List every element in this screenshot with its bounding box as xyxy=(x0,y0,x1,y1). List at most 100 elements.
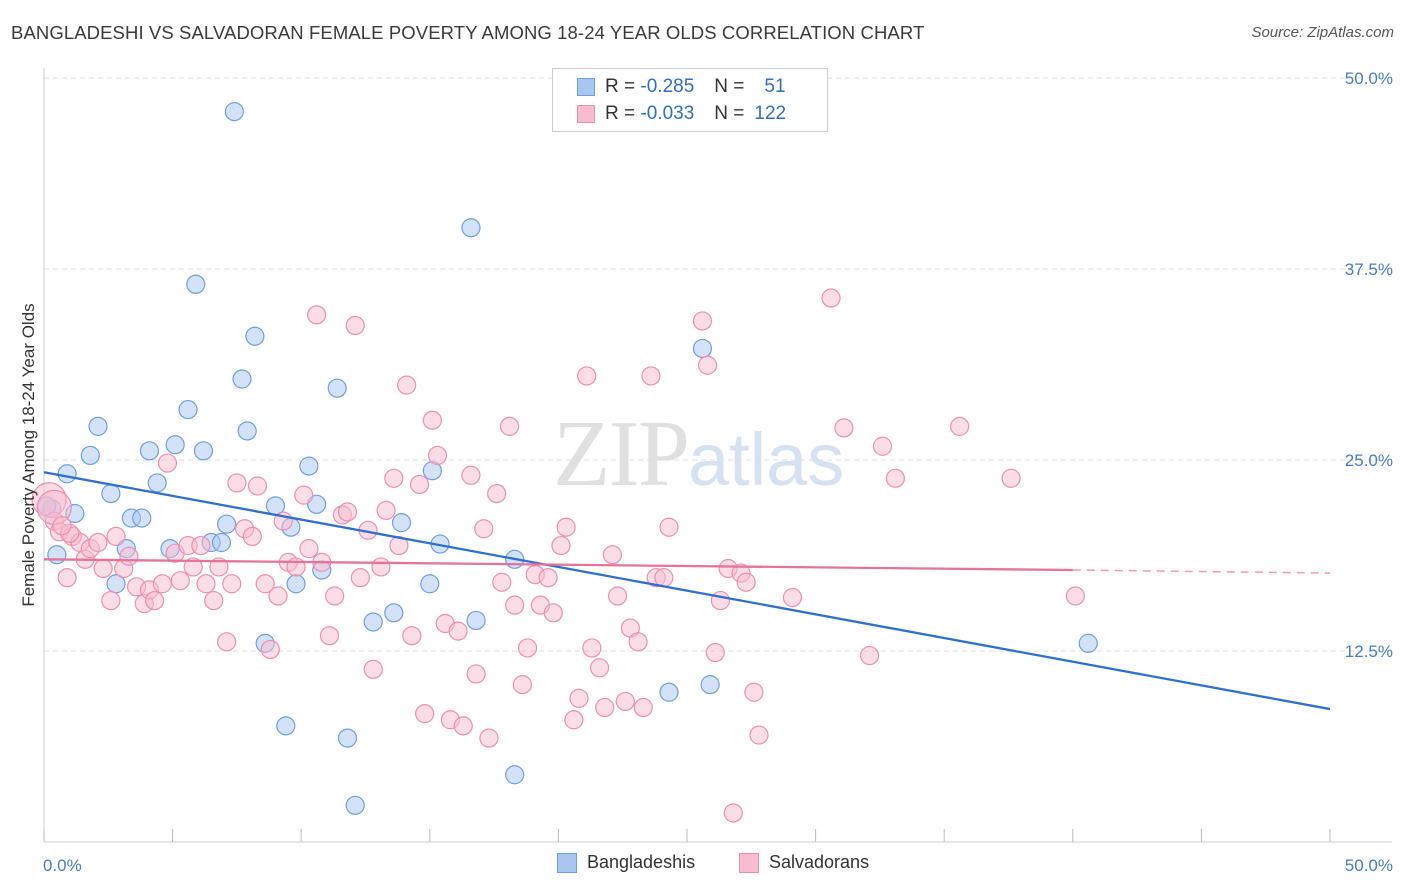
point-salvadorans xyxy=(479,728,499,748)
point-salvadorans xyxy=(487,484,507,504)
point-salvadorans xyxy=(337,502,358,522)
point-salvadorans xyxy=(204,590,224,611)
point-salvadorans xyxy=(749,725,769,745)
point-salvadorans xyxy=(52,516,72,536)
point-bangladeshis xyxy=(363,612,383,632)
point-salvadorans xyxy=(950,416,970,436)
legend-n-value: 122 xyxy=(754,103,787,124)
point-bangladeshis xyxy=(88,416,108,436)
point-bangladeshis xyxy=(391,513,412,533)
point-salvadorans xyxy=(885,468,905,488)
point-salvadorans xyxy=(260,639,280,660)
point-salvadorans xyxy=(88,532,108,553)
x-tick-label-min: 0.0% xyxy=(43,856,82,875)
point-salvadorans xyxy=(152,574,172,594)
point-salvadorans xyxy=(453,716,473,736)
point-bangladeshis xyxy=(132,508,152,528)
point-bangladeshis xyxy=(286,574,306,594)
point-salvadorans xyxy=(538,568,558,588)
legend-n-label: N = xyxy=(714,103,745,124)
point-salvadorans xyxy=(569,688,589,708)
trend-line-extension-salvadorans xyxy=(1072,569,1331,574)
point-bangladeshis xyxy=(224,102,244,122)
point-salvadorans xyxy=(641,366,661,386)
y-tick-label: 25.0% xyxy=(1345,451,1393,470)
point-bangladeshis xyxy=(659,682,679,702)
point-salvadorans xyxy=(325,586,345,606)
point-salvadorans xyxy=(821,288,841,308)
gridlines xyxy=(44,77,1392,652)
point-bangladeshis xyxy=(211,532,232,553)
point-salvadorans xyxy=(705,642,725,663)
point-salvadorans xyxy=(409,474,430,495)
point-salvadorans xyxy=(93,558,113,579)
point-salvadorans xyxy=(422,410,442,430)
point-salvadorans xyxy=(217,632,237,652)
point-salvadorans xyxy=(427,445,448,466)
x-tick-label-max: 50.0% xyxy=(1345,856,1393,875)
point-bangladeshis xyxy=(384,603,404,623)
trend-line-salvadorans xyxy=(43,558,1073,572)
point-bangladeshis xyxy=(178,399,198,420)
point-salvadorans xyxy=(834,418,854,438)
point-salvadorans xyxy=(461,465,481,485)
point-salvadorans xyxy=(872,436,893,456)
point-salvadorans xyxy=(191,535,211,556)
point-bangladeshis xyxy=(101,484,121,504)
point-salvadorans xyxy=(723,803,743,823)
point-bangladeshis xyxy=(1078,633,1098,653)
point-salvadorans xyxy=(1001,468,1021,488)
bottom-legend-swatch-bangladeshis xyxy=(557,852,577,873)
point-salvadorans xyxy=(744,682,764,702)
point-bangladeshis xyxy=(165,435,185,455)
point-bangladeshis xyxy=(139,441,160,461)
point-salvadorans xyxy=(628,632,648,652)
bottom-legend-swatch-salvadorans xyxy=(739,852,759,873)
bottom-legend-salvadorans: Salvadorans xyxy=(739,852,869,873)
data-points xyxy=(31,102,1098,823)
y-tick-label: 37.5% xyxy=(1345,260,1393,279)
point-salvadorans xyxy=(448,621,468,641)
point-salvadorans xyxy=(101,590,121,611)
point-salvadorans xyxy=(577,366,597,386)
legend-r-label: R = xyxy=(605,76,636,97)
bottom-legend-label-bangladeshis: Bangladeshis xyxy=(587,852,696,872)
point-salvadorans xyxy=(697,355,718,375)
point-salvadorans xyxy=(119,546,139,566)
bottom-legend-bangladeshis: Bangladeshis xyxy=(557,852,695,873)
point-salvadorans xyxy=(294,485,314,505)
point-salvadorans xyxy=(710,590,731,611)
point-bangladeshis xyxy=(420,574,440,594)
point-salvadorans xyxy=(543,603,563,623)
point-salvadorans xyxy=(659,517,679,537)
point-salvadorans xyxy=(517,638,538,658)
y-tick-labels: 12.5% 25.0% 37.5% 50.0% xyxy=(1345,69,1393,661)
point-bangladeshis xyxy=(80,445,100,466)
point-salvadorans xyxy=(860,645,880,666)
point-salvadorans xyxy=(474,519,494,539)
point-bangladeshis xyxy=(47,545,67,565)
point-salvadorans xyxy=(255,574,275,594)
bottom-legend-label-salvadorans: Salvadorans xyxy=(769,852,870,872)
point-salvadorans xyxy=(319,626,340,646)
point-salvadorans xyxy=(607,586,628,606)
trend-line-bangladeshis xyxy=(43,471,1331,711)
point-salvadorans xyxy=(307,305,327,325)
legend-r-value: -0.033 xyxy=(640,103,695,124)
point-salvadorans xyxy=(299,539,319,559)
point-bangladeshis xyxy=(193,441,214,461)
point-salvadorans xyxy=(589,658,610,678)
point-salvadorans xyxy=(376,500,396,521)
point-salvadorans xyxy=(512,675,532,695)
point-salvadorans xyxy=(1065,586,1085,606)
point-bangladeshis xyxy=(186,274,206,294)
point-salvadorans xyxy=(654,568,674,588)
point-salvadorans xyxy=(692,311,713,331)
point-salvadorans xyxy=(505,595,525,615)
point-salvadorans xyxy=(268,586,288,606)
legend-n-value: 51 xyxy=(764,76,786,97)
point-salvadorans xyxy=(345,315,365,336)
point-bangladeshis xyxy=(245,326,265,346)
point-salvadorans xyxy=(582,638,602,658)
